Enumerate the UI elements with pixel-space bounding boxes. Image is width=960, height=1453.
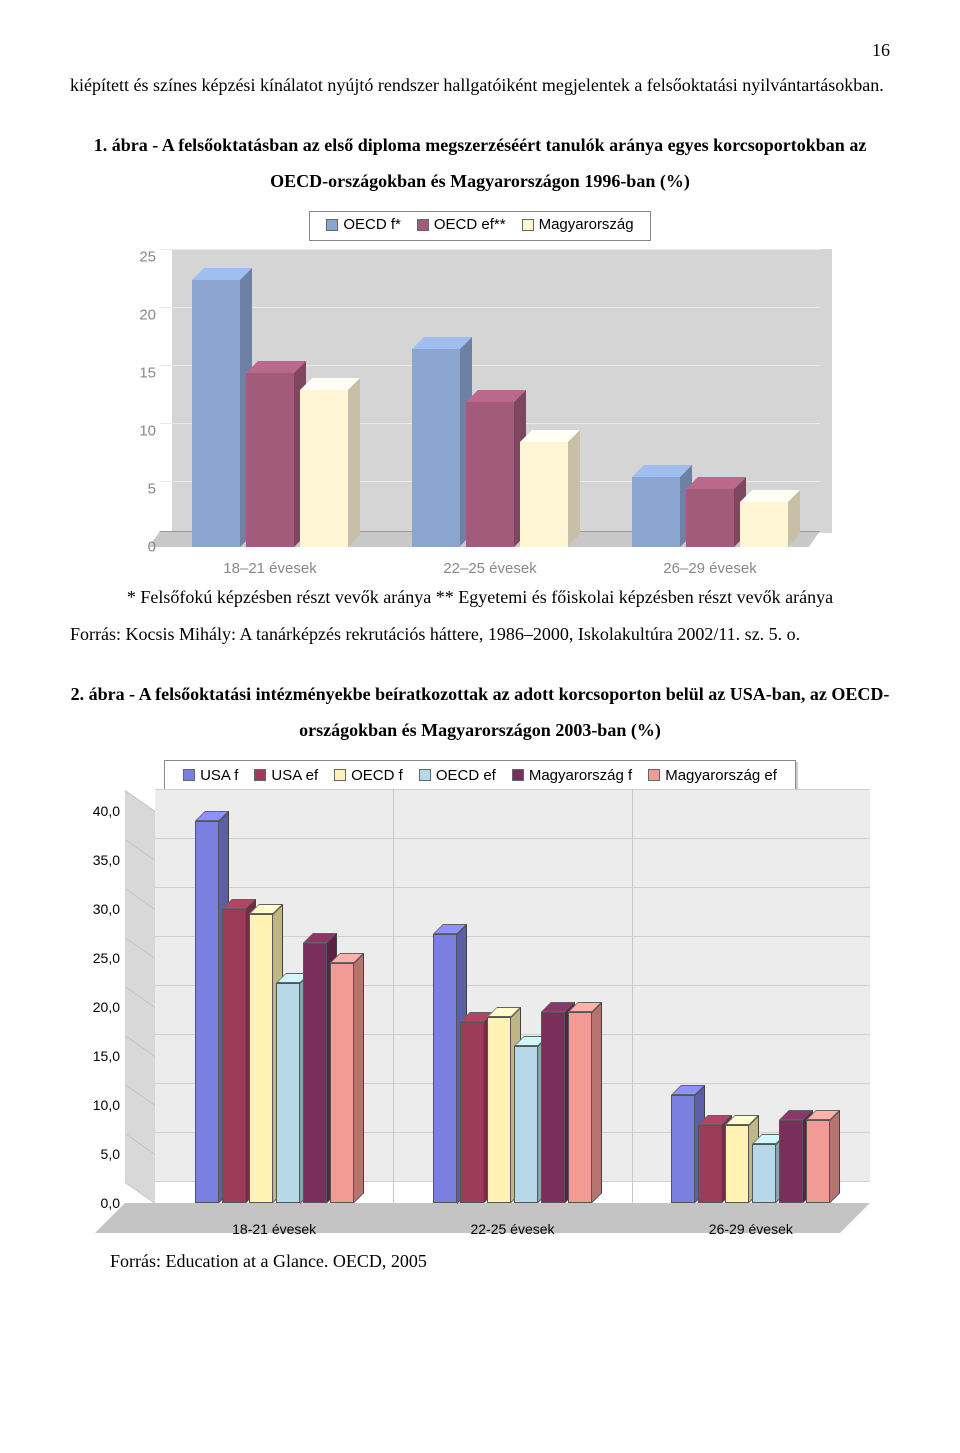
- bar: [698, 1125, 722, 1203]
- legend-label: OECD f*: [343, 216, 401, 233]
- figure2-source: Forrás: Education at a Glance. OECD, 200…: [110, 1251, 890, 1272]
- legend-item: Magyarország: [522, 216, 634, 233]
- legend-label: Magyarország: [539, 216, 634, 233]
- bar: [514, 1046, 538, 1203]
- bar: [460, 1022, 484, 1203]
- bar: [303, 943, 327, 1203]
- y-axis-label: 20: [120, 306, 156, 323]
- bar: [433, 934, 457, 1204]
- y-axis-label: 25: [120, 248, 156, 265]
- bar: [520, 442, 568, 546]
- bar: [195, 821, 219, 1203]
- bar: [487, 1017, 511, 1203]
- y-axis-label: 15,0: [80, 1048, 120, 1064]
- bar: [686, 489, 734, 547]
- y-axis-label: 15: [120, 364, 156, 381]
- figure2-title: 2. ábra - A felsőoktatási intézményekbe …: [70, 676, 890, 748]
- bar: [568, 1012, 592, 1203]
- bar: [466, 402, 514, 547]
- bar: [300, 390, 348, 547]
- bar: [541, 1012, 565, 1203]
- bar: [632, 477, 680, 547]
- x-axis-label: 26-29 évesek: [709, 1221, 793, 1237]
- bar: [752, 1144, 776, 1203]
- bar: [671, 1095, 695, 1203]
- legend-item: OECD f*: [326, 216, 401, 233]
- bar: [740, 502, 788, 546]
- y-axis-label: 35,0: [80, 852, 120, 868]
- x-axis-label: 22–25 évesek: [443, 560, 536, 577]
- legend-label: USA ef: [271, 767, 318, 784]
- bar: [412, 349, 460, 546]
- x-axis-label: 18–21 évesek: [223, 560, 316, 577]
- y-axis-label: 5: [120, 480, 156, 497]
- bar: [249, 914, 273, 1203]
- legend-item: USA f: [183, 767, 238, 784]
- legend-label: OECD f: [351, 767, 403, 784]
- gridline: [160, 249, 820, 250]
- bar: [725, 1125, 749, 1203]
- y-axis-label: 5,0: [80, 1146, 120, 1162]
- bar: [192, 280, 240, 547]
- intro-paragraph: kiépített és színes képzési kínálatot ny…: [70, 67, 890, 103]
- legend-item: OECD f: [334, 767, 403, 784]
- legend-label: Magyarország ef: [665, 767, 777, 784]
- bar: [806, 1120, 830, 1203]
- figure1-footnote: * Felsőfokú képzésben részt vevők aránya…: [70, 587, 890, 608]
- figure1-chart: OECD f* OECD ef** Magyarország 0 5 10 15 20 25 1…: [120, 211, 840, 577]
- y-axis-label: 10,0: [80, 1097, 120, 1113]
- y-axis-label: 20,0: [80, 999, 120, 1015]
- legend-item: OECD ef: [419, 767, 496, 784]
- bar: [276, 983, 300, 1204]
- legend-label: Magyarország f: [529, 767, 632, 784]
- gridline: [160, 307, 820, 308]
- bar: [246, 373, 294, 547]
- y-axis-label: 40,0: [80, 803, 120, 819]
- x-axis-label: 26–29 évesek: [663, 560, 756, 577]
- bar: [330, 963, 354, 1203]
- x-axis-label: 18-21 évesek: [232, 1221, 316, 1237]
- y-axis-label: 30,0: [80, 901, 120, 917]
- legend-item: OECD ef**: [417, 216, 506, 233]
- legend-item: Magyarország ef: [648, 767, 777, 784]
- legend-label: OECD ef: [436, 767, 496, 784]
- y-axis-label: 25,0: [80, 950, 120, 966]
- figure2-chart: USA f USA ef OECD f OECD ef Magyarország f Ma…: [80, 760, 880, 1242]
- x-axis-label: 22-25 évesek: [470, 1221, 554, 1237]
- bar: [779, 1120, 803, 1203]
- page-number: 16: [70, 40, 890, 61]
- figure1-title: 1. ábra - A felsőoktatásban az első dipl…: [70, 127, 890, 199]
- bar: [222, 909, 246, 1203]
- legend-item: USA ef: [254, 767, 318, 784]
- legend-label: OECD ef**: [434, 216, 506, 233]
- legend-item: Magyarország f: [512, 767, 632, 784]
- y-axis-label: 0: [120, 538, 156, 555]
- y-axis-label: 10: [120, 422, 156, 439]
- figure1-source: Forrás: Kocsis Mihály: A tanárképzés rek…: [70, 616, 890, 652]
- legend-label: USA f: [200, 767, 238, 784]
- y-axis-label: 0,0: [80, 1195, 120, 1211]
